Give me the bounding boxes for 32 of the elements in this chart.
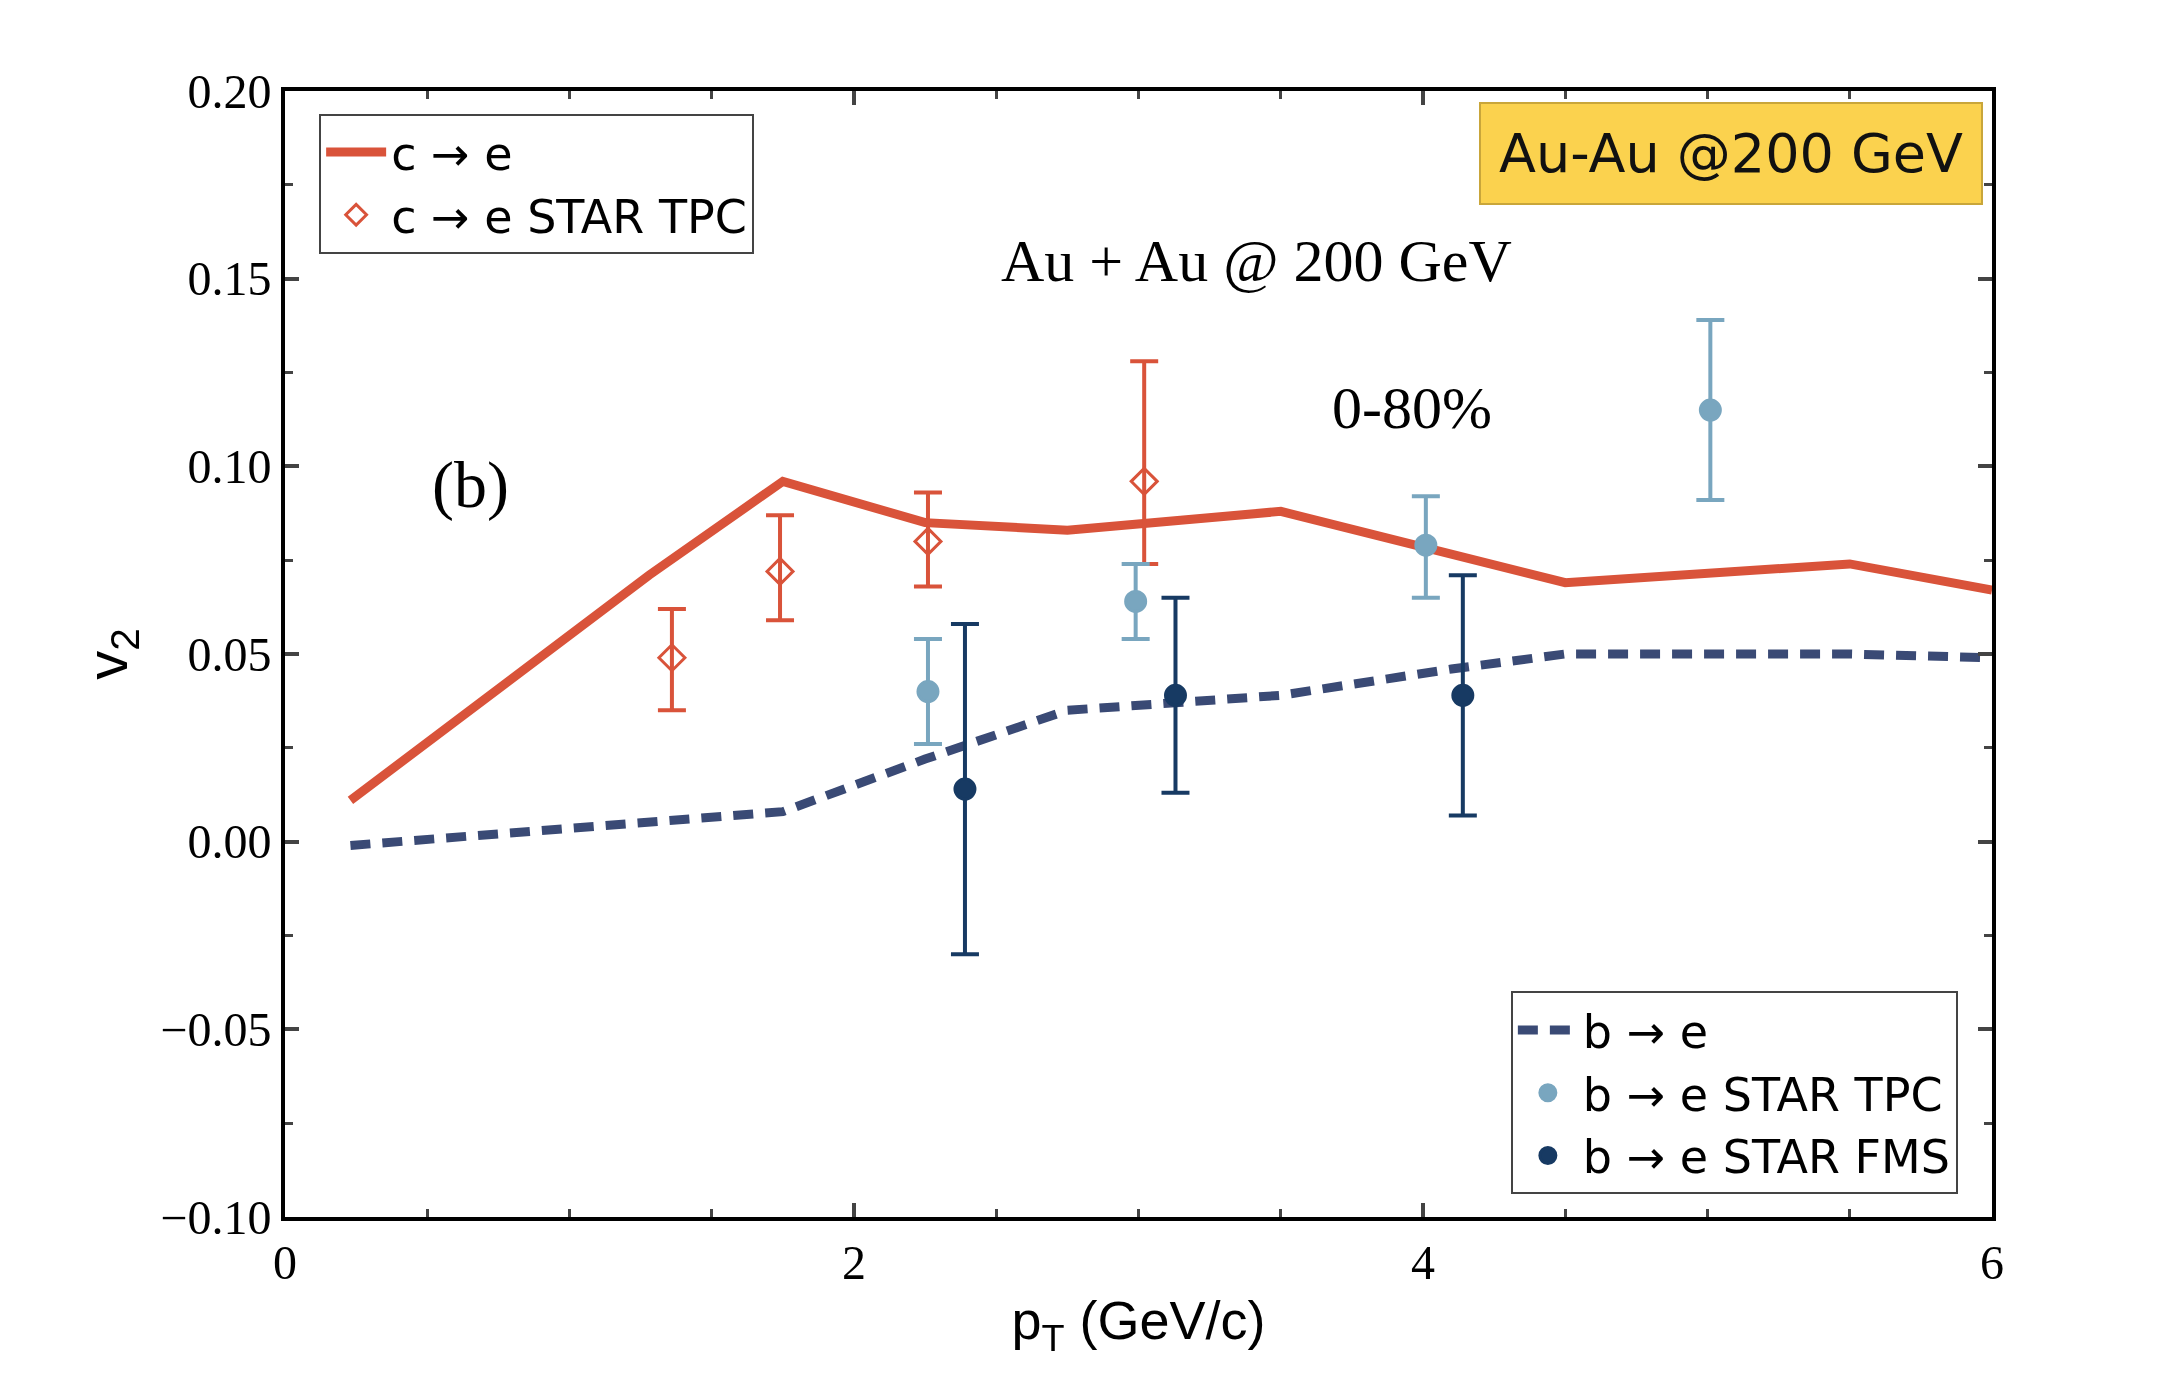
legend-label: b → e [1582,1004,1709,1059]
y-tick-label: −0.05 [160,1003,272,1057]
legend-label: b → e STAR FMS [1582,1130,1950,1185]
x-tick-label: 2 [842,1235,866,1289]
annotation: (b) [432,448,509,522]
y-tick-label: −0.10 [160,1190,272,1244]
point [953,777,977,801]
y-tick-label: 0.10 [187,440,272,494]
annotation: 0-80% [1332,375,1492,441]
point [916,680,940,704]
x-axis-title: p$_{T}$ (GeV/c) [1011,1290,1266,1359]
legend-label: c → e STAR TPC [391,189,747,244]
x-tick-label: 4 [1411,1235,1435,1289]
legend-label: c → e [391,126,513,181]
y-tick-label: 0.00 [187,815,272,869]
point [1129,466,1159,496]
annotation: Au + Au @ 200 GeV [1001,228,1512,294]
x-tick-label: 0 [273,1235,297,1289]
point [913,526,943,556]
legend-label: b → e STAR TPC [1582,1067,1943,1122]
point [765,556,795,586]
point [1164,683,1187,707]
y-tick-label: 0.05 [187,627,272,681]
point [1698,398,1722,422]
y-tick-label: 0.20 [187,64,272,118]
y-tick-label: 0.15 [187,252,272,306]
x-tick-label: 6 [1980,1235,2004,1289]
point [657,643,687,673]
annotation: Au-Au @200 GeV [1499,122,1964,185]
point [1451,683,1475,707]
point [1124,589,1148,613]
point [1414,533,1438,557]
